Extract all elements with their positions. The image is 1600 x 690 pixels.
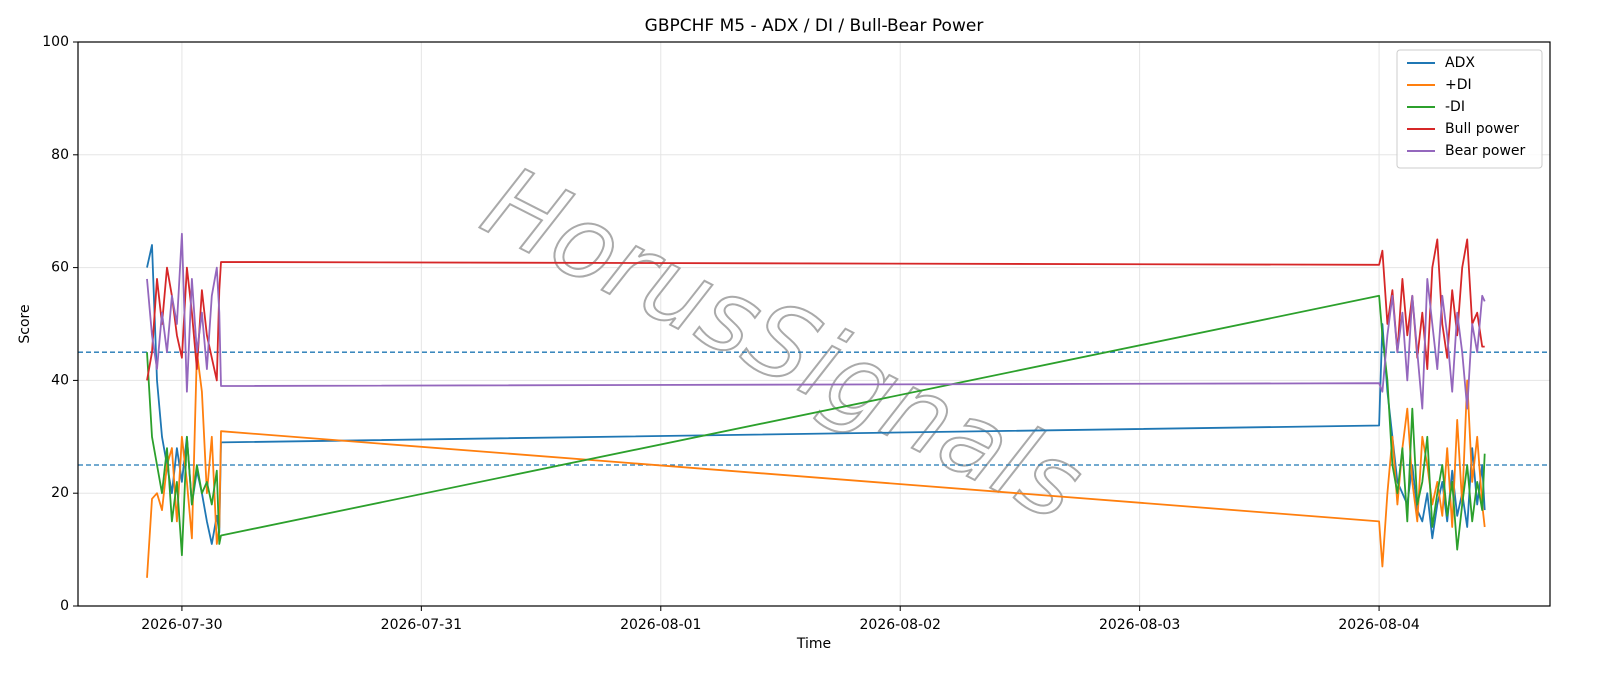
legend-label: +DI (1445, 77, 1472, 93)
legend-label: -DI (1445, 99, 1465, 115)
x-tick-label: 2026-07-30 (141, 617, 222, 633)
grid: 0 20 40 60 80 100 2026-07-30 2026-07-31 2026-08-… (42, 34, 1550, 633)
x-tick-label: 2026-07-31 (381, 617, 462, 633)
y-tick-label: 20 (51, 485, 69, 501)
x-axis-label: Time (796, 636, 831, 652)
legend: ADX +DI -DI Bull power Bear power (1396, 49, 1543, 169)
y-axis-label: Score (17, 304, 33, 343)
x-tick-label: 2026-08-02 (860, 617, 941, 633)
y-tick-label: 100 (42, 34, 69, 50)
legend-label: ADX (1445, 55, 1475, 71)
series-line (146, 351, 1486, 578)
series-line (146, 238, 1485, 382)
series-line (146, 232, 1486, 410)
plot (78, 232, 1550, 578)
y-tick-label: 80 (51, 147, 69, 163)
x-tick-label: 2026-08-03 (1099, 617, 1180, 633)
legend-label: Bear power (1445, 143, 1526, 159)
legend-label: Bull power (1445, 121, 1519, 137)
x-tick-label: 2026-08-04 (1338, 617, 1419, 633)
axes-frame (77, 41, 1551, 607)
series-line (146, 294, 1486, 557)
y-tick-label: 0 (60, 598, 69, 614)
legend-box (1396, 49, 1543, 169)
y-tick-label: 40 (51, 372, 69, 388)
x-tick-label: 2026-08-01 (620, 617, 701, 633)
chart-title: GBPCHF M5 - ADX / DI / Bull-Bear Power (645, 16, 984, 36)
y-tick-label: 60 (51, 260, 69, 276)
